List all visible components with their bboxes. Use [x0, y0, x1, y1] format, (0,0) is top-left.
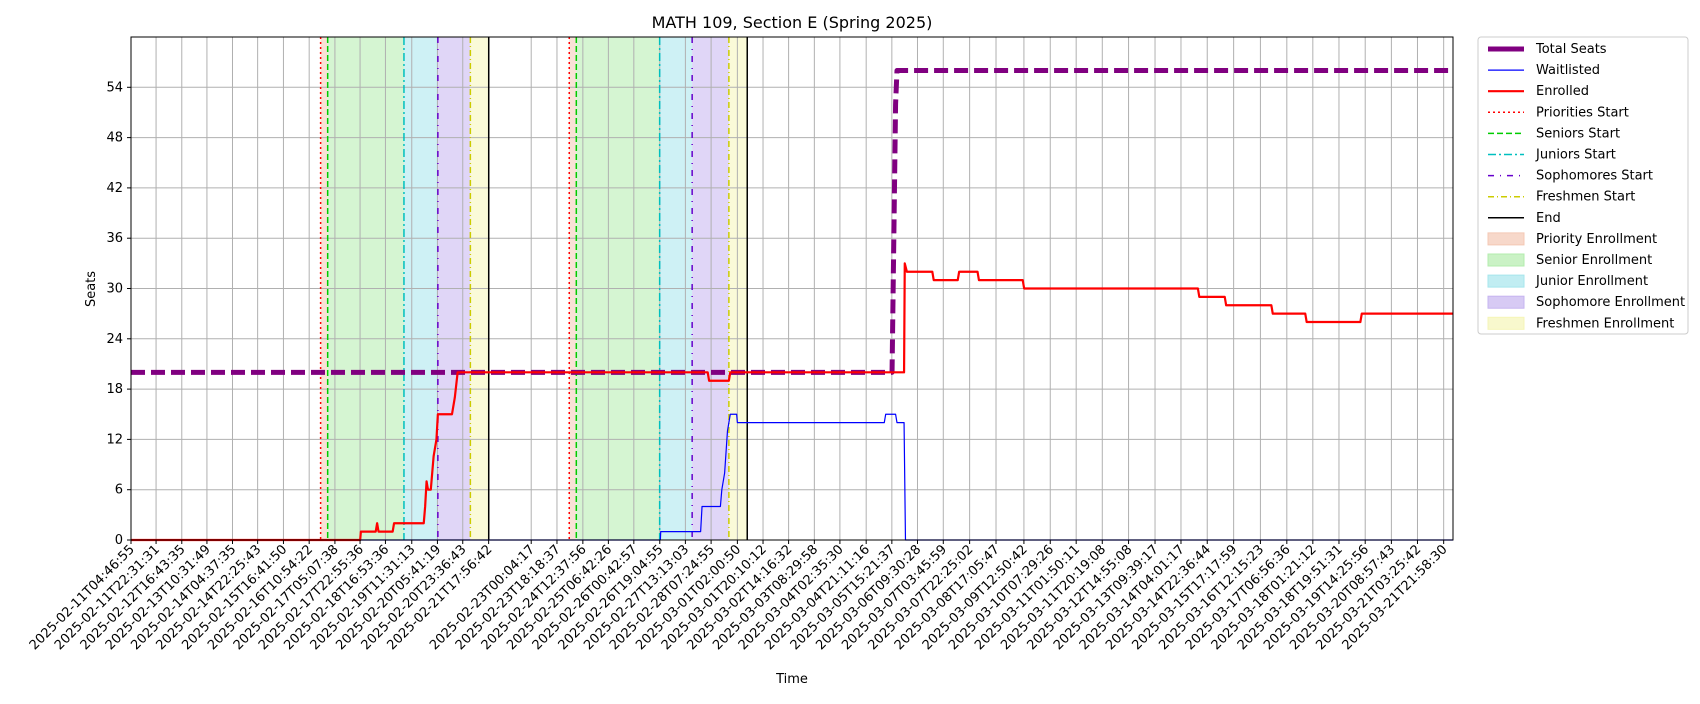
y-tick-label: 36: [106, 231, 123, 246]
legend-freshmen-enrollment-label: Freshmen Enrollment: [1536, 316, 1674, 331]
legend-freshmen-enrollment-swatch: [1487, 316, 1525, 330]
y-tick-label: 0: [115, 533, 123, 548]
y-tick-label: 42: [106, 181, 123, 196]
legend: Total Seats Waitlisted Enrolled Priorities …: [1477, 36, 1689, 335]
legend-sophomores-start-label: Sophomores Start: [1536, 169, 1653, 184]
legend-sophomore-enrollment-label: Sophomore Enrollment: [1536, 295, 1685, 310]
y-tick-label: 24: [106, 332, 123, 347]
y-axis-label: Seats: [84, 271, 99, 307]
legend-end-label: End: [1536, 211, 1561, 226]
series-enrolled: [131, 262, 1453, 542]
legend-juniors-start-label: Juniors Start: [1535, 148, 1616, 163]
x-axis-ticks: 2025-02-11T04:46:552025-02-11T22:31:3120…: [27, 540, 1451, 653]
legend-priority-enrollment-label: Priority Enrollment: [1536, 232, 1657, 247]
y-tick-label: 18: [106, 382, 123, 397]
legend-sophomore-enrollment-swatch: [1487, 295, 1525, 309]
legend-freshmen-start-label: Freshmen Start: [1536, 190, 1635, 205]
legend-box: [1477, 36, 1689, 335]
legend-seniors-start-label: Seniors Start: [1536, 126, 1620, 141]
legend-senior-enrollment-label: Senior Enrollment: [1536, 253, 1652, 268]
y-tick-label: 54: [106, 80, 123, 95]
y-tick-label: 30: [106, 282, 123, 297]
y-tick-label: 6: [115, 483, 123, 498]
legend-junior-enrollment-label: Junior Enrollment: [1535, 274, 1648, 289]
legend-total-seats-label: Total Seats: [1535, 42, 1607, 57]
y-axis-ticks: 0 6 12 18 24 30 36 42 48 54: [106, 80, 131, 548]
legend-priorities-start-label: Priorities Start: [1536, 105, 1629, 120]
legend-enrolled-label: Enrolled: [1536, 84, 1589, 99]
legend-priority-enrollment-swatch: [1487, 232, 1525, 246]
series-waitlisted: [131, 413, 1453, 541]
series-lines: [131, 68, 1453, 542]
y-tick-label: 12: [106, 432, 123, 447]
legend-senior-enrollment-swatch: [1487, 253, 1525, 267]
phase-markers: [319, 37, 748, 540]
legend-waitlisted-label: Waitlisted: [1536, 63, 1600, 78]
legend-junior-enrollment-swatch: [1487, 274, 1525, 288]
chart-title: MATH 109, Section E (Spring 2025): [652, 13, 933, 32]
x-axis-label: Time: [775, 672, 808, 687]
y-tick-label: 48: [106, 131, 123, 146]
